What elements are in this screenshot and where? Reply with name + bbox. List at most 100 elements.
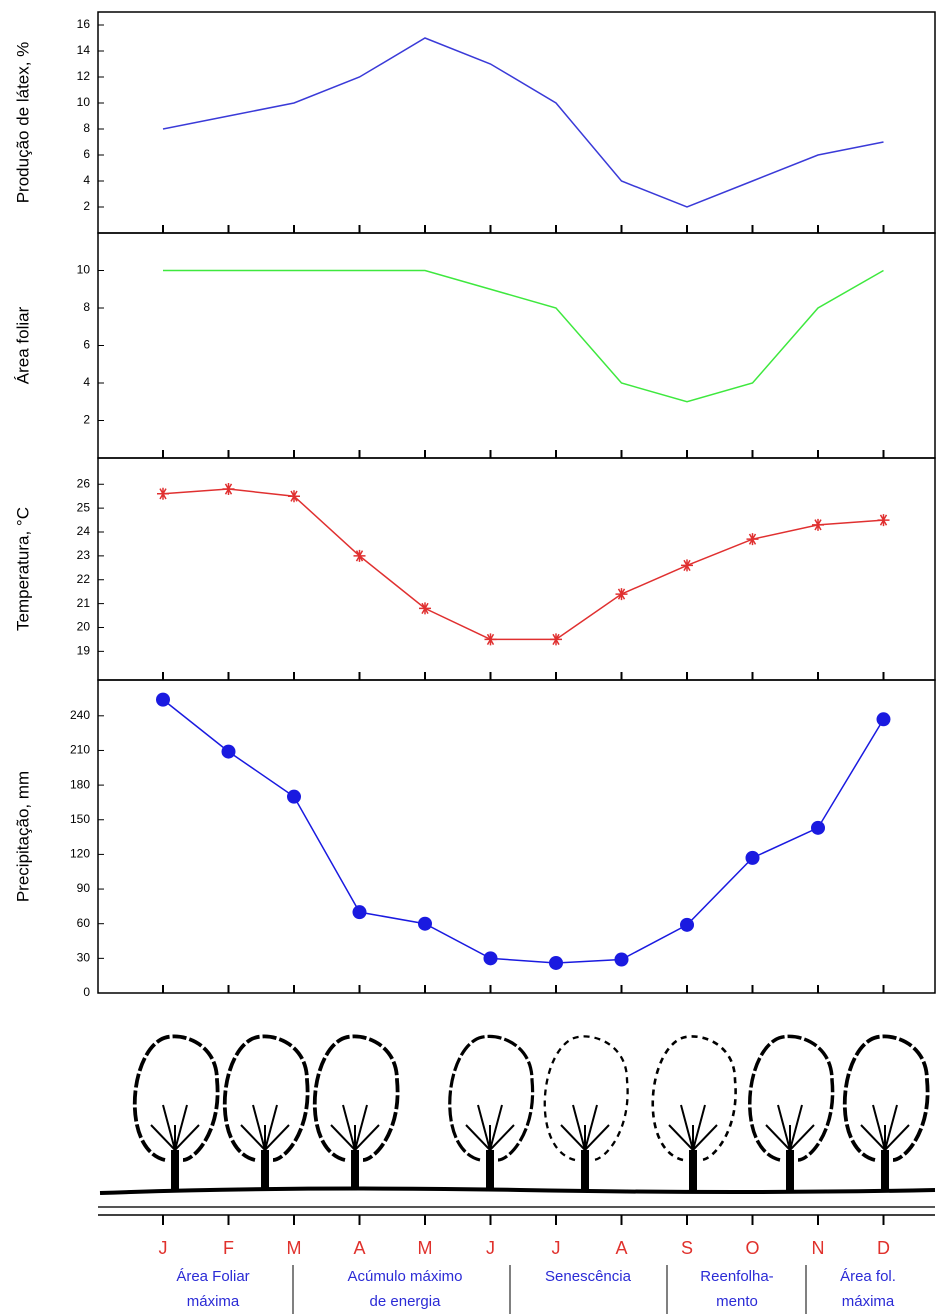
- tree-branch: [765, 1124, 791, 1151]
- month-label: J: [486, 1238, 495, 1258]
- y-tick-label: 8: [83, 300, 90, 314]
- data-point: [812, 518, 824, 531]
- y-tick-label: 30: [77, 951, 91, 965]
- month-label: N: [812, 1238, 825, 1258]
- tree-branch: [584, 1124, 610, 1151]
- tree-branch: [680, 1104, 694, 1151]
- tree-trunk: [171, 1150, 179, 1190]
- tree-branch: [668, 1124, 694, 1151]
- tree-branch: [789, 1104, 803, 1151]
- tree-trunk: [689, 1150, 697, 1190]
- month-label: A: [353, 1238, 365, 1258]
- tree-branch: [330, 1124, 356, 1151]
- phase-label: Área fol.: [840, 1268, 896, 1285]
- y-axis-label: Temperatura, °C: [13, 507, 32, 631]
- y-tick-label: 120: [70, 847, 90, 861]
- data-point: [222, 483, 235, 496]
- data-point: [221, 744, 236, 759]
- y-tick-label: 60: [77, 916, 91, 930]
- tree-branch: [240, 1124, 266, 1151]
- data-point: [484, 633, 497, 646]
- y-tick-label: 19: [77, 644, 91, 658]
- y-tick-label: 4: [83, 375, 90, 389]
- tree-trunk: [786, 1150, 794, 1190]
- month-label: A: [615, 1238, 627, 1258]
- data-point: [746, 533, 759, 546]
- tree-branch: [884, 1104, 898, 1151]
- ground-line: [99, 1186, 936, 1195]
- y-tick-label: 25: [77, 500, 91, 514]
- tree-branch: [884, 1124, 910, 1151]
- phase-label: Acúmulo máximo: [347, 1268, 462, 1285]
- tree-branch: [872, 1104, 886, 1151]
- y-tick-label: 2: [83, 413, 90, 427]
- phase-label: Senescência: [545, 1268, 632, 1285]
- y-tick-label: 210: [70, 743, 90, 757]
- tree-crown: [222, 1034, 310, 1162]
- y-tick-label: 20: [77, 620, 91, 634]
- tree-branch: [860, 1124, 886, 1151]
- tree-branch: [465, 1124, 491, 1151]
- data-point: [157, 487, 169, 500]
- data-point: [156, 692, 170, 707]
- data-point: [877, 514, 890, 527]
- month-label: O: [745, 1238, 759, 1258]
- tree-crown: [543, 1035, 629, 1162]
- y-tick-label: 26: [77, 476, 91, 490]
- phase-label: Área Foliar: [176, 1268, 249, 1285]
- plot-frame: [97, 679, 936, 994]
- tree-branch: [252, 1104, 266, 1151]
- data-point: [287, 789, 301, 804]
- phase-label: de energia: [370, 1293, 442, 1310]
- tree-trunk: [261, 1150, 269, 1190]
- y-tick-label: 14: [77, 43, 91, 57]
- y-tick-label: 4: [83, 173, 90, 187]
- tree-branch: [174, 1124, 200, 1151]
- tree-crown: [842, 1034, 930, 1162]
- tree-branch: [692, 1124, 718, 1151]
- y-tick-label: 240: [70, 708, 90, 722]
- y-axis-label: Produção de látex, %: [13, 42, 32, 204]
- month-label: M: [287, 1238, 302, 1258]
- data-point: [352, 905, 367, 920]
- tree-branch: [354, 1104, 368, 1151]
- tree-branch: [489, 1104, 503, 1151]
- month-label: S: [681, 1238, 693, 1258]
- data-point: [745, 850, 760, 865]
- phase-label: mento: [716, 1293, 758, 1310]
- data-point: [288, 490, 300, 503]
- data-point: [811, 820, 825, 835]
- tree-branch: [477, 1104, 491, 1151]
- y-tick-label: 12: [77, 69, 91, 83]
- tree-branch: [777, 1104, 791, 1151]
- data-point: [483, 951, 498, 966]
- y-tick-label: 2: [83, 199, 90, 213]
- tree-trunk: [486, 1150, 494, 1190]
- y-tick-label: 10: [77, 95, 91, 109]
- y-tick-label: 90: [77, 881, 91, 895]
- tree-trunk: [351, 1150, 359, 1190]
- month-label: J: [159, 1238, 168, 1258]
- tree-branch: [584, 1104, 598, 1151]
- tree-crown: [132, 1034, 220, 1162]
- data-point: [615, 588, 628, 601]
- y-tick-label: 0: [83, 985, 90, 999]
- data-line: [162, 699, 885, 964]
- phase-label: máxima: [187, 1293, 240, 1310]
- y-tick-label: 24: [77, 524, 91, 538]
- tree-branch: [264, 1104, 278, 1151]
- month-label: J: [552, 1238, 561, 1258]
- tree-branch: [354, 1124, 380, 1151]
- tree-branch: [162, 1104, 176, 1151]
- tree-illustrations: [132, 1034, 930, 1190]
- data-point: [549, 955, 563, 970]
- tree-branch: [789, 1124, 815, 1151]
- data-point: [681, 559, 693, 572]
- tree-crown: [448, 1034, 535, 1162]
- tree-branch: [489, 1124, 515, 1151]
- data-point: [680, 917, 694, 932]
- data-line: [162, 488, 884, 641]
- y-tick-label: 10: [77, 263, 91, 277]
